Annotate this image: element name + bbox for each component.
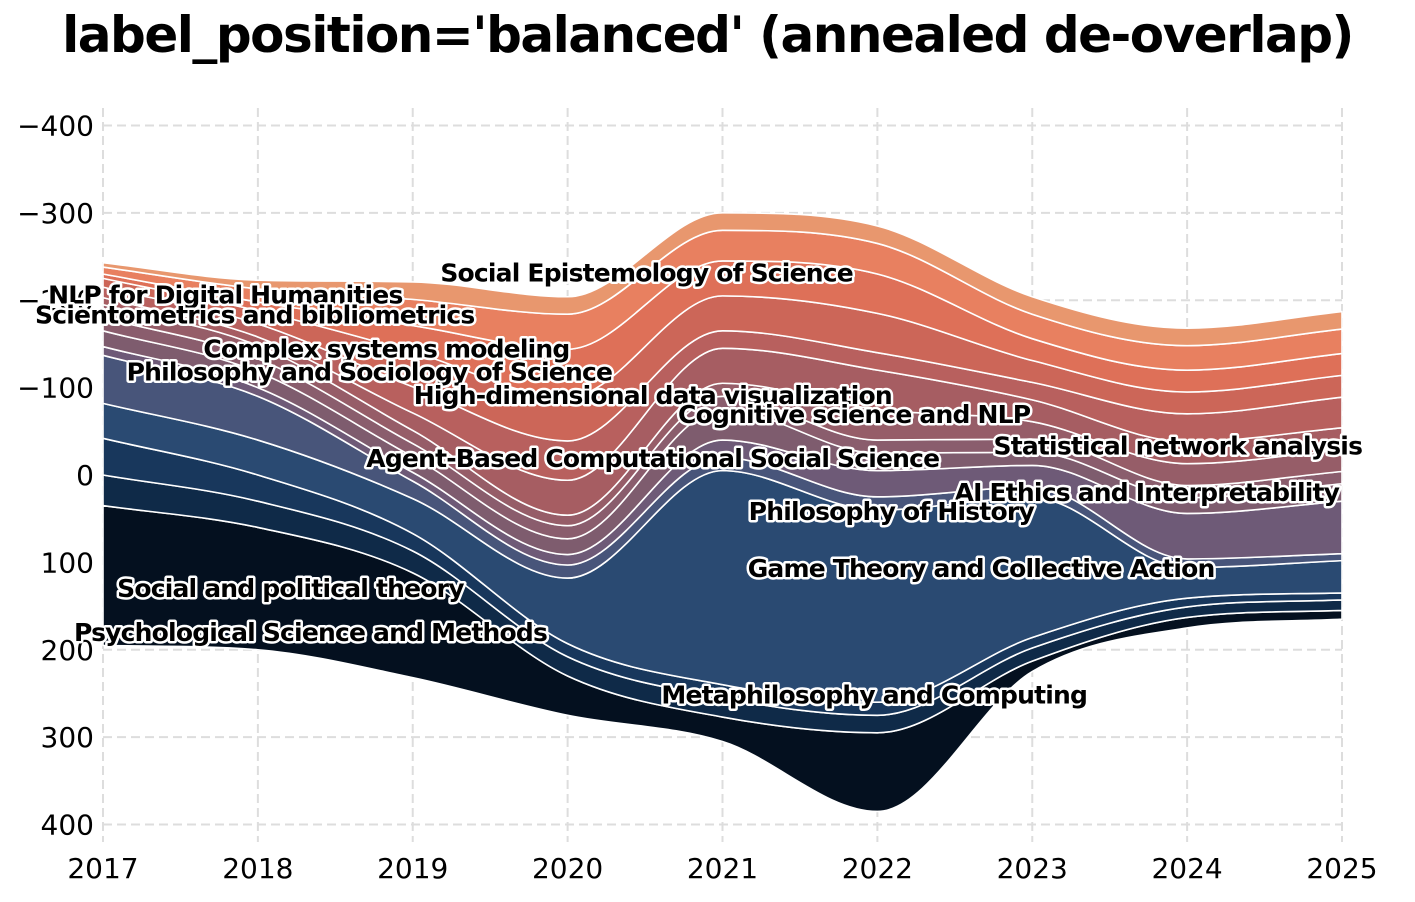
stream-label: NLP for Digital Humanities <box>48 280 402 309</box>
stream-labels: Social Epistemology of Science NLP for Di… <box>33 256 1366 712</box>
stream-label: Cognitive science and NLP <box>678 400 1031 429</box>
x-tick-label: 2020 <box>532 852 603 885</box>
stream-label: Complex systems modeling <box>203 335 569 364</box>
stream-label: Scientometrics and bibliometrics <box>35 301 474 330</box>
y-tick-label: 100 <box>41 546 94 579</box>
x-tick-label: 2021 <box>687 852 758 885</box>
stream-label: Social and political theory <box>117 574 464 603</box>
stream-label: Game Theory and Collective Action <box>748 554 1215 583</box>
x-tick-label: 2018 <box>222 852 293 885</box>
y-tick-label: −200 <box>17 284 94 317</box>
y-tick-label: 200 <box>41 634 94 667</box>
y-tick-label: 0 <box>76 459 94 492</box>
x-tick-label: 2019 <box>377 852 448 885</box>
x-tick-label: 2025 <box>1306 852 1377 885</box>
stream-label: Statistical network analysis <box>993 432 1362 461</box>
stream-label: High-dimensional data visualization <box>414 381 892 410</box>
streams <box>102 212 1343 813</box>
stream-nlp-for-digital-humanities <box>102 212 1343 347</box>
stream-label: Psychological Science and Methods <box>74 618 547 647</box>
axis-ticks: 2017 2018 2019 2020 2021 2022 2023 2024 2025 400 3… <box>17 109 1378 885</box>
stream-label: Social Epistemology of Science <box>440 259 853 288</box>
stream-label: Agent-Based Computational Social Science <box>366 444 939 473</box>
y-tick-label: −300 <box>17 197 94 230</box>
stream-label: AI Ethics and Interpretability <box>955 478 1340 507</box>
x-tick-label: 2022 <box>842 852 913 885</box>
x-tick-label: 2017 <box>67 852 138 885</box>
x-tick-label: 2024 <box>1151 852 1222 885</box>
stream-label: Philosophy and Sociology of Science <box>127 357 613 386</box>
stream-label: Philosophy of History <box>749 497 1035 526</box>
chart-title: label_position='balanced' (annealed de-o… <box>62 6 1354 64</box>
stream-label: Metaphilosophy and Computing <box>661 681 1087 710</box>
y-tick-label: 400 <box>41 809 94 842</box>
y-tick-label: −100 <box>17 372 94 405</box>
y-tick-label: −400 <box>17 109 94 142</box>
y-tick-label: 300 <box>41 721 94 754</box>
x-tick-label: 2023 <box>997 852 1068 885</box>
